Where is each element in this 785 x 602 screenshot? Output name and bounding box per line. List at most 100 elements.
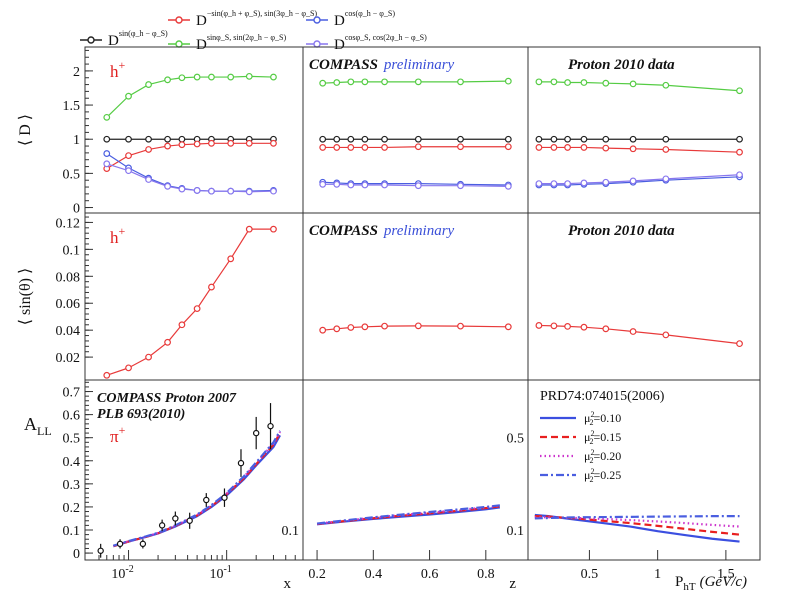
legend-label-sup: −sin(φ_h + φ_S), sin(3φ_h − φ_S) (207, 9, 318, 18)
data-point (629, 135, 637, 143)
data-point (550, 180, 558, 188)
data-point (186, 517, 193, 524)
data-point (414, 135, 422, 143)
data-point (319, 79, 327, 87)
theory-curve (534, 515, 740, 520)
data-point (237, 459, 245, 467)
y-tick-label: 0.06 (56, 297, 81, 312)
x-axis-label-unit: (GeV/c) (700, 574, 747, 590)
data-point (602, 144, 610, 152)
data-point (602, 79, 610, 87)
data-point (457, 135, 464, 143)
data-point (208, 73, 215, 81)
y-tick-label: 0.7 (63, 386, 81, 401)
data-point (208, 139, 215, 147)
y-axis-label: ⟨ D ⟩ (17, 114, 34, 146)
y-tick-label: 0.2 (63, 501, 81, 516)
data-point (103, 160, 111, 168)
data-point (602, 325, 610, 333)
data-point (103, 150, 111, 157)
data-point (662, 146, 670, 153)
data-point (178, 185, 186, 193)
data-point (414, 182, 422, 190)
data-point (414, 143, 422, 151)
data-point (125, 92, 132, 100)
data-point (629, 145, 637, 153)
data-point (103, 135, 111, 143)
data-point (361, 78, 369, 86)
x-tick-exponent: -1 (223, 564, 231, 575)
legend-label-value: =0.20 (593, 449, 621, 463)
data-point (361, 323, 369, 331)
y-tick-label: 0.6 (63, 409, 81, 424)
y-tick-label: 0 (73, 202, 80, 217)
panel-title: Proton 2010 data (568, 223, 675, 239)
data-point (97, 547, 104, 554)
data-point (319, 326, 327, 334)
legend-label-value: =0.10 (593, 411, 621, 425)
data-point (178, 141, 186, 149)
hadron-label-charge: + (119, 58, 126, 72)
data-point (580, 179, 588, 187)
data-point (381, 78, 388, 86)
data-point (221, 494, 228, 501)
y-axis-label: ALL (24, 414, 52, 438)
data-point (164, 182, 171, 190)
data-point (736, 171, 743, 179)
panel-frame (527, 379, 761, 561)
data-point (125, 152, 132, 160)
data-point (270, 225, 277, 233)
data-point (164, 76, 171, 84)
y-tick-label: 0.08 (56, 270, 81, 285)
data-point (504, 135, 512, 143)
y-tick-label: 0.5 (507, 432, 525, 447)
data-point (172, 515, 179, 522)
data-point (564, 144, 571, 151)
data-point (736, 135, 743, 143)
legend-marker (175, 16, 183, 24)
data-point (347, 144, 355, 151)
data-point (381, 135, 388, 143)
data-point (178, 135, 186, 143)
y-tick-label: 0.1 (282, 524, 300, 539)
panel-7: 0 0.1 0.2 0.3 0.4 0.5 0.6 0.7 10-2 10-1 ALL x COMPAS… (24, 379, 304, 592)
data-point (535, 78, 543, 86)
legend: Dsin(φ_h − φ_S) D−sin(φ_h + φ_S), sin(3φ_… (80, 9, 427, 53)
data-point (550, 135, 558, 143)
data-point (193, 305, 201, 313)
data-point (252, 429, 260, 437)
y-tick-label: 0.3 (63, 478, 81, 493)
data-point (504, 77, 512, 85)
legend-label-sup: 2 (590, 429, 594, 438)
data-point (736, 340, 743, 348)
legend-marker (175, 40, 183, 48)
data-point (193, 140, 201, 148)
data-point (457, 143, 464, 151)
x-axis-label: z (509, 576, 516, 592)
data-point (158, 522, 166, 529)
data-point (227, 139, 235, 147)
data-point (580, 144, 588, 151)
data-point (208, 283, 215, 291)
series-line (106, 142, 274, 170)
data-point (145, 135, 152, 143)
data-point (267, 422, 274, 430)
data-point (103, 113, 111, 121)
y-tick-label: 2 (73, 65, 80, 80)
data-point (736, 87, 743, 95)
data-point (361, 144, 369, 151)
data-point (535, 180, 543, 188)
data-point (580, 135, 588, 143)
data-point (227, 255, 235, 263)
data-point (333, 180, 341, 188)
theory-curve (113, 434, 281, 548)
x-tick-label: 1.5 (717, 567, 735, 582)
x-tick-label: 10-2 (111, 564, 133, 582)
panel-title: PRD74:074015(2006) (540, 389, 665, 404)
theory-curve (113, 432, 281, 548)
legend-label-sub: 2 (589, 456, 593, 465)
data-point (564, 79, 571, 86)
x-tick-label: 1 (654, 567, 661, 582)
legend-label-sup: 2 (590, 448, 594, 457)
